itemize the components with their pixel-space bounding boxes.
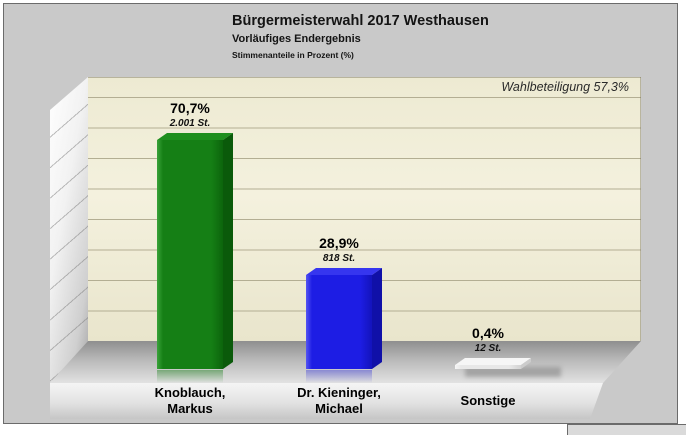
category-line: Markus [167,400,213,416]
votes-text: 12 St. [474,343,502,354]
category-label-sonstige: Sonstige [408,385,568,416]
bar-front-face [455,365,521,369]
chart-title: Bürgermeisterwahl 2017 Westhausen [232,13,489,29]
bar-knoblauch [157,133,233,369]
value-label-knoblauch: 70,7% 2.001 St. [130,100,250,130]
partial-window-corner [567,424,686,435]
value-label-sonstige: 0,4% 12 St. [428,325,548,355]
percent-text: 0,4% [472,325,504,341]
category-line: Knoblauch, [154,385,226,400]
bar-side-face [521,358,531,369]
chart-unit-note: Stimmenanteile in Prozent (%) [232,50,354,60]
category-line: Dr. Kieninger, [297,385,381,400]
chart-front-platform: Knoblauch, Markus Dr. Kieninger, Michael… [50,383,603,419]
bar-front-face [306,275,372,369]
bar-top-face [455,358,531,365]
bar-side-face [223,133,233,369]
value-label-kieninger: 28,9% 818 St. [279,235,399,265]
percent-text: 28,9% [319,235,359,251]
bar-side-face [372,268,382,369]
bar-sonstige [455,358,531,369]
percent-text: 70,7% [170,100,210,116]
bar-reflection-blue [306,370,372,383]
votes-text: 2.001 St. [169,118,211,129]
category-line: Sonstige [460,392,516,408]
chart-subtitle: Vorläufiges Endergebnis [232,33,361,45]
bar-top-face [306,268,382,275]
votes-text: 818 St. [322,253,356,264]
bar-kieninger [306,268,382,369]
bar-front-face [157,140,223,369]
category-label-knoblauch: Knoblauch, Markus [110,385,270,416]
turnout-label: Wahlbeteiligung 57,3% [501,80,629,94]
bar-reflection-green [157,370,223,383]
category-line: Michael [315,400,363,416]
category-label-kieninger: Dr. Kieninger, Michael [259,385,419,416]
chart-left-wall [50,77,88,383]
bar-shadow-sonstige [465,367,561,377]
bar-top-face [157,133,233,140]
chart-header: Bürgermeisterwahl 2017 Westhausen Vorläu… [232,11,489,63]
